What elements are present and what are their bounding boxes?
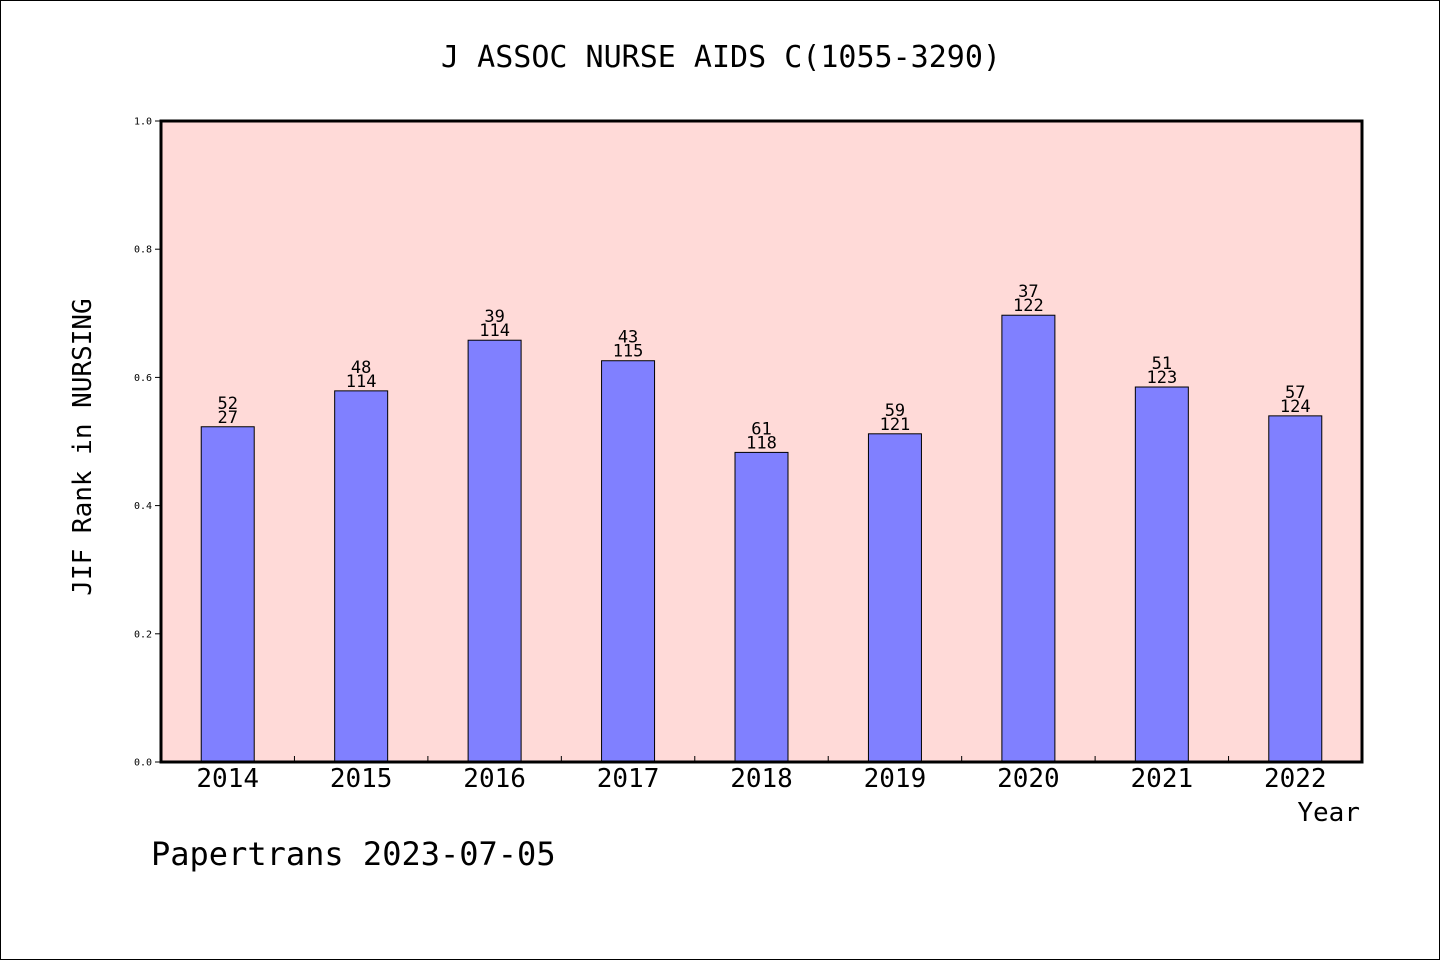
bar-rank-label: 37 [1018,282,1038,302]
bar-rank-label: 48 [351,358,371,378]
y-tick-label: 0.4 [134,501,152,512]
bar-rank-label: 52 [217,394,237,414]
watermark-text: Papertrans 2023-07-05 [151,835,556,873]
bar-total-label: 122 [1013,296,1044,316]
bar-total-label: 114 [479,321,510,341]
chart-title: J ASSOC NURSE AIDS C(1055-3290) [441,40,1001,75]
bar [467,339,522,763]
x-tick-label: 2016 [463,764,526,794]
x-tick-label: 2014 [196,764,259,794]
plot-border [159,119,1364,764]
bar [867,433,922,763]
y-tick-label: 0.8 [134,245,152,256]
bar-rank-label: 61 [751,419,771,439]
x-tick-label: 2021 [1131,764,1194,794]
bar [200,426,255,763]
x-axis: 2014 2015 2016 2017 2018 2019 2020 2021 2022 [196,756,1327,794]
x-tick-label: 2019 [864,764,927,794]
bar-total-label: 121 [880,415,911,435]
y-tick-label: 0.0 [134,758,152,769]
bar [1134,386,1189,763]
y-axis: 0.0 0.2 0.4 0.6 0.8 1.0 [134,117,161,769]
bar [334,390,389,763]
x-axis-label: Year [1297,798,1360,828]
x-tick-label: 2018 [730,764,793,794]
bar [1268,415,1323,763]
bar-total-label: 123 [1146,368,1177,388]
bar-rank-label: 59 [885,401,905,421]
bar-rank-label: 51 [1152,354,1172,374]
bar-total-label: 114 [346,372,377,392]
y-tick-label: 1.0 [134,117,152,128]
y-tick-label: 0.2 [134,629,152,640]
x-tick-label: 2022 [1264,764,1327,794]
bar-rank-label: 43 [618,328,638,348]
x-tick-label: 2017 [597,764,660,794]
bar [734,451,789,763]
y-axis-label: JIF Rank in NURSING [68,298,98,595]
bar-total-label: 115 [613,342,644,362]
bar [601,360,656,763]
bar-total-label: 27 [217,408,237,428]
x-tick-label: 2015 [330,764,393,794]
bar-rank-label: 57 [1285,383,1305,403]
x-tick-label: 2020 [997,764,1060,794]
bar-rank-label: 39 [484,307,504,327]
bar-total-label: 118 [746,433,777,453]
y-tick-label: 0.6 [134,373,152,384]
bar-total-label: 124 [1280,397,1311,417]
bar [1001,314,1056,763]
